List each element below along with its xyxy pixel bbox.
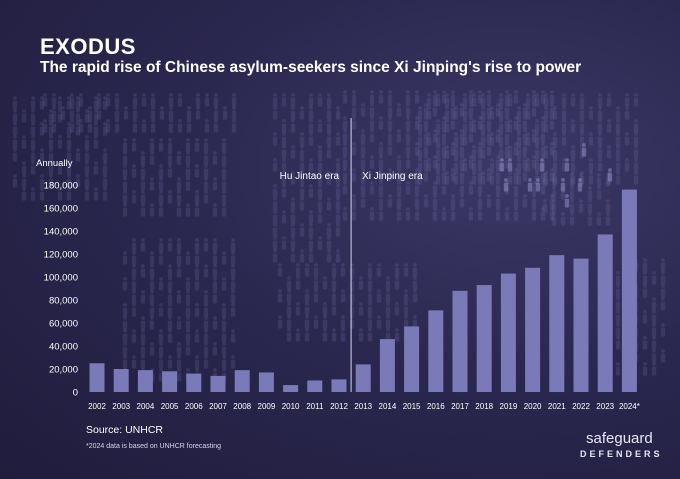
bar [597,234,613,392]
x-tick-label: 2006 [185,402,203,411]
x-tick-label: 2003 [112,402,130,411]
y-axis-label: Annually [36,158,73,169]
bar [234,370,250,392]
y-tick-label: 160,000 [44,204,78,215]
x-tick-label: 2023 [596,402,614,411]
x-tick-label: 2024* [619,402,640,411]
x-tick-label: 2004 [137,402,155,411]
y-tick-label: 0 [73,388,78,399]
x-tick-label: 2016 [427,402,445,411]
bar [186,373,202,392]
bar [525,267,541,392]
bar [137,370,153,392]
bar [404,326,420,392]
x-tick-label: 2007 [209,402,227,411]
x-tick-label: 2019 [500,402,518,411]
x-tick-label: 2017 [451,402,469,411]
y-tick-label: 20,000 [49,365,78,376]
bar [258,372,274,392]
x-tick-label: 2011 [306,402,324,411]
y-tick-label: 60,000 [49,319,78,330]
x-tick-label: 2015 [403,402,421,411]
bar [379,339,395,392]
x-tick-label: 2022 [572,402,590,411]
bar [89,363,105,392]
y-tick-label: 180,000 [44,181,78,192]
x-tick-label: 2012 [330,402,348,411]
x-tick-label: 2005 [161,402,179,411]
bar [476,285,492,392]
x-tick-label: 2009 [258,402,276,411]
bar [428,310,444,392]
bar [162,371,178,392]
bar [452,290,468,392]
y-tick-label: 120,000 [44,250,78,261]
bar [500,273,516,392]
bar [355,364,371,392]
x-tick-label: 2002 [88,402,106,411]
y-tick-label: 40,000 [49,342,78,353]
x-tick-label: 2010 [282,402,300,411]
y-tick-label: 80,000 [49,296,78,307]
x-tick-label: 2018 [475,402,493,411]
x-tick-label: 2008 [233,402,251,411]
footnote: *2024 data is based on UNHCR forecasting [86,443,222,450]
source-note: Source: UNHCR [86,424,164,436]
x-tick-label: 2013 [354,402,372,411]
bar [210,375,226,392]
logo-safeguard: safeguard [586,430,653,447]
bar [549,255,565,392]
logo-defenders: DEFENDERS [580,449,663,459]
bar [621,189,637,392]
y-tick-label: 140,000 [44,227,78,238]
bar [283,385,299,392]
bar [573,258,589,392]
page-subtitle: The rapid rise of Chinese asylum-seekers… [40,59,582,76]
x-tick-label: 2020 [524,402,542,411]
page-title: EXODUS [40,34,136,59]
x-tick-label: 2014 [379,402,397,411]
y-tick-label: 100,000 [44,273,78,284]
x-tick-label: 2021 [548,402,566,411]
annotation-xi-jinping-era: Xi Jinping era [362,171,423,182]
bar [113,369,129,392]
bar [307,380,323,392]
annotation-hu-jintao-era: Hu Jintao era [280,171,340,182]
bar [331,379,347,392]
